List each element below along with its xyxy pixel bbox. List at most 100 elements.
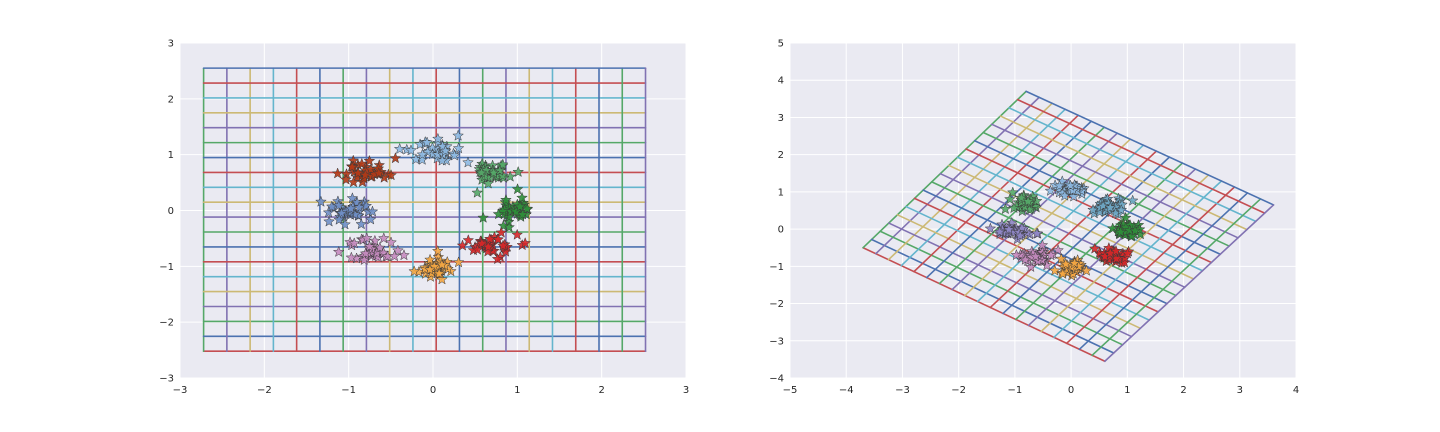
star-point — [452, 256, 465, 268]
star-point — [408, 265, 421, 277]
mesh-line — [875, 96, 1040, 255]
star-point — [480, 164, 493, 176]
star-point — [993, 225, 1006, 237]
x-tick-label: 2 — [1180, 385, 1186, 396]
star-point — [1056, 175, 1069, 187]
y-tick-label: 3 — [778, 113, 784, 124]
star-point — [496, 158, 509, 170]
star-point — [385, 236, 397, 248]
y-tick-label: 2 — [778, 150, 784, 161]
mesh-line — [982, 131, 1230, 247]
star-point — [487, 166, 500, 178]
mesh-line — [913, 114, 1080, 273]
mesh-line — [1014, 162, 1184, 321]
star-point — [511, 183, 524, 195]
star-point — [1055, 252, 1068, 264]
star-point — [347, 176, 360, 188]
star-point — [332, 245, 345, 258]
mesh-lines — [202, 67, 647, 353]
star-point — [431, 132, 444, 144]
star-point — [340, 173, 352, 185]
star-point — [1029, 250, 1042, 262]
star-point — [1014, 229, 1027, 241]
star-point — [423, 263, 436, 275]
star-point — [332, 199, 345, 211]
star-point — [516, 191, 528, 203]
star-point — [373, 241, 386, 253]
star-point — [511, 228, 524, 240]
x-tick-label: 2 — [598, 385, 604, 396]
star-point — [333, 213, 346, 225]
y-tick-label: 0 — [778, 225, 784, 236]
star-point — [355, 157, 368, 169]
y-tick-label: 2 — [168, 94, 174, 105]
mesh-line — [888, 222, 1133, 338]
star-cluster — [984, 216, 1044, 245]
star-cluster — [331, 152, 402, 188]
x-tick-label: 1 — [1124, 385, 1130, 396]
x-tick-label: −3 — [895, 385, 910, 396]
star-cluster — [456, 226, 532, 265]
star-point — [1119, 211, 1132, 223]
star-point — [391, 244, 404, 256]
mesh-line — [1002, 156, 1171, 315]
y-tick-label: −3 — [769, 336, 784, 347]
star-point — [471, 186, 484, 198]
star-point — [363, 154, 376, 167]
mesh-line — [976, 144, 1145, 303]
mesh-line — [879, 230, 1124, 346]
star-point — [481, 245, 494, 257]
mesh-line — [956, 156, 1204, 272]
star-point — [348, 237, 361, 249]
y-tick-label: −1 — [159, 262, 174, 273]
mesh-line — [1016, 98, 1266, 214]
mesh-line — [1091, 198, 1262, 357]
star-point — [452, 129, 465, 141]
mesh-line — [1104, 204, 1275, 363]
star-point — [462, 156, 474, 168]
star-point — [1015, 191, 1028, 204]
star-point — [1087, 203, 1099, 216]
mesh-line — [870, 238, 1115, 354]
star-point — [495, 226, 508, 238]
x-tick-label: 3 — [1237, 385, 1243, 396]
star-point — [351, 196, 363, 208]
star-point — [1056, 267, 1069, 279]
star-point — [492, 208, 505, 220]
star-point — [351, 171, 364, 183]
star-cluster — [315, 192, 379, 230]
mesh-line — [896, 214, 1142, 330]
star-point — [339, 218, 351, 230]
star-point — [1008, 201, 1020, 214]
y-tick-label: −2 — [159, 318, 174, 329]
star-point — [1036, 239, 1049, 251]
star-point — [439, 144, 452, 156]
x-tick-label: 4 — [1293, 385, 1299, 396]
background-grid — [789, 42, 1297, 379]
star-point — [436, 273, 448, 285]
star-cluster — [1087, 192, 1139, 220]
x-tick-label: −2 — [951, 385, 966, 396]
star-point — [1053, 179, 1066, 191]
star-point — [1088, 242, 1101, 254]
star-point — [436, 154, 449, 166]
star-point — [1006, 186, 1019, 198]
mesh-line — [999, 115, 1248, 231]
star-point — [346, 192, 359, 204]
star-point — [421, 145, 434, 158]
mesh-line — [1065, 186, 1236, 345]
star-point — [353, 201, 366, 213]
y-tick-label: 3 — [168, 39, 174, 50]
star-point — [377, 232, 390, 244]
star-point — [360, 199, 373, 212]
y-tick-label: 0 — [168, 206, 174, 217]
mesh-line — [964, 138, 1132, 297]
star-point — [424, 253, 436, 265]
mesh-line — [887, 102, 1053, 261]
mesh-line — [989, 150, 1158, 309]
star-point — [448, 149, 461, 161]
star-point — [344, 202, 357, 214]
